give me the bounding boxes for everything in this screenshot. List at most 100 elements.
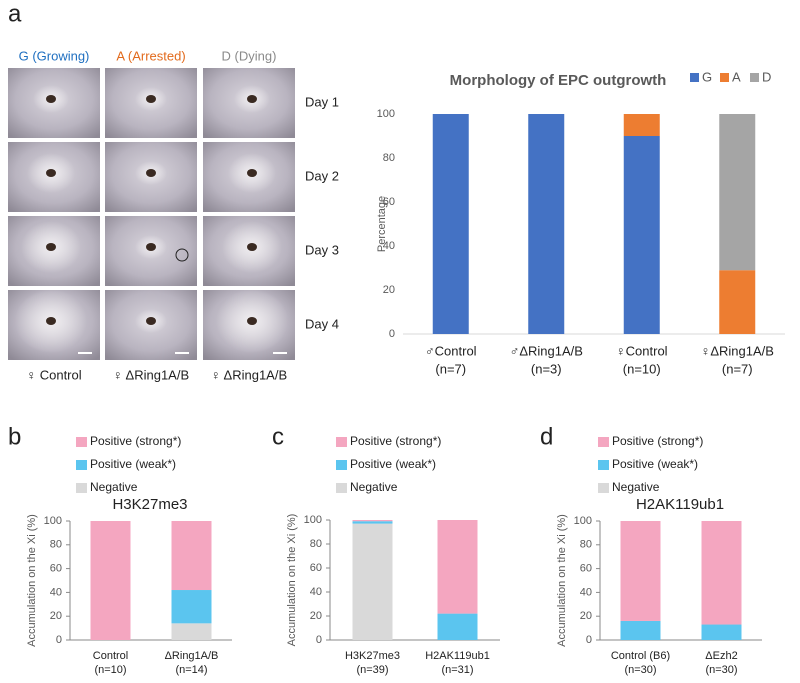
photo-embryo (146, 169, 156, 177)
chart-title: Morphology of EPC outgrowth (450, 72, 667, 89)
legend-swatch (336, 460, 347, 470)
photo-embryo (146, 317, 156, 325)
sample-size: (n=3) (531, 361, 562, 376)
row-label: Day 4 (305, 316, 339, 331)
chart-title: H3K27me3 (112, 496, 187, 513)
photo-embryo (46, 317, 56, 325)
sample-size: (n=39) (356, 664, 388, 676)
y-tick-label: 40 (310, 586, 322, 598)
y-tick-label: 40 (383, 240, 395, 252)
panel-label: d (540, 423, 553, 450)
y-tick-label: 20 (383, 284, 395, 296)
y-tick-label: 20 (310, 610, 322, 622)
photo-embryo (146, 95, 156, 103)
bar-segment (620, 620, 661, 640)
sample-size: (n=30) (624, 664, 656, 676)
sample-size: (n=7) (435, 361, 466, 376)
sample-size: (n=10) (94, 664, 126, 676)
x-tick-label: ♀Control (616, 343, 668, 358)
photo-embryo (247, 317, 257, 325)
x-tick-label: ♂Control (425, 343, 477, 358)
legend-swatch (690, 73, 699, 82)
x-tick-label: ΔEzh2 (705, 650, 737, 662)
sample-size: (n=10) (623, 361, 661, 376)
bar-segment (352, 520, 393, 522)
y-tick-label: 100 (377, 108, 395, 120)
y-tick-label: 60 (310, 562, 322, 574)
bar-segment (352, 521, 393, 524)
legend-label: Negative (90, 480, 138, 494)
x-tick-label: ΔRing1A/B (165, 650, 219, 662)
y-tick-label: 80 (310, 538, 322, 550)
bar-segment (620, 521, 661, 621)
legend-swatch (336, 437, 347, 447)
y-tick-label: 20 (50, 610, 62, 622)
y-tick-label: 0 (56, 634, 62, 646)
y-axis-label: Accumulation on the Xi (%) (286, 514, 298, 647)
column-label: D (Dying) (222, 48, 277, 63)
sample-size: (n=30) (705, 664, 737, 676)
y-tick-label: 60 (383, 196, 395, 208)
legend-swatch (720, 73, 729, 82)
legend-swatch (598, 437, 609, 447)
legend-swatch (336, 483, 347, 493)
bar-segment (432, 114, 469, 334)
chart: H3K27me3 Accumulation on the Xi (%) 0 20 40 6… (26, 434, 232, 676)
photo-embryo (146, 243, 156, 251)
row-label: Day 3 (305, 242, 339, 257)
y-tick-label: 100 (304, 514, 322, 526)
bar-segment (701, 521, 742, 625)
row-label: Day 1 (305, 94, 339, 109)
bar-segment (701, 624, 742, 640)
column-label: G (Growing) (19, 48, 90, 63)
legend-label: A (732, 69, 741, 84)
y-tick-label: 60 (50, 563, 62, 575)
bar-segment (171, 623, 212, 640)
y-tick-label: 0 (586, 634, 592, 646)
legend-label: Positive (weak*) (350, 457, 436, 471)
chart: Accumulation on the Xi (%) 0 20 40 60 80 100 H3… (286, 434, 500, 676)
legend-swatch (750, 73, 759, 82)
bar-segment (90, 521, 131, 640)
x-tick-label: Control (93, 650, 128, 662)
panel-label: a (8, 0, 22, 27)
panel-label: c (272, 423, 284, 450)
row-label: Day 2 (305, 168, 339, 183)
photo-marker (175, 248, 189, 262)
sample-size: (n=7) (722, 361, 753, 376)
chart: Morphology of EPC outgrowth Percentage 0 20… (376, 69, 785, 376)
y-tick-label: 80 (50, 539, 62, 551)
y-tick-label: 20 (580, 610, 592, 622)
y-tick-label: 80 (580, 539, 592, 551)
genotype-label: ♀ ΔRing1A/B (211, 367, 287, 382)
x-tick-label: H2AK119ub1 (425, 650, 490, 662)
sample-size: (n=31) (441, 664, 473, 676)
x-tick-label: ♂ΔRing1A/B (510, 343, 583, 358)
legend-swatch (598, 460, 609, 470)
bar-segment (171, 521, 212, 591)
legend-label: Negative (612, 480, 660, 494)
bar-segment (171, 590, 212, 624)
photo-embryo (46, 169, 56, 177)
legend-swatch (76, 483, 87, 493)
photo-embryo (46, 243, 56, 251)
panel-label: b (8, 423, 21, 450)
sample-size: (n=14) (175, 664, 207, 676)
x-tick-label: ♀ΔRing1A/B (701, 343, 774, 358)
legend-label: Positive (strong*) (90, 434, 181, 448)
x-tick-label: H3K27me3 (345, 650, 400, 662)
bar-segment (719, 270, 756, 334)
bar-segment (437, 520, 478, 614)
x-tick-label: Control (B6) (611, 650, 670, 662)
legend-label: Positive (weak*) (612, 457, 698, 471)
y-tick-label: 80 (383, 152, 395, 164)
legend-label: G (702, 69, 712, 84)
legend-label: Negative (350, 480, 398, 494)
legend-label: Positive (weak*) (90, 457, 176, 471)
photo-embryo (247, 95, 257, 103)
legend-label: D (762, 69, 771, 84)
photo-embryo (46, 95, 56, 103)
legend-swatch (76, 437, 87, 447)
y-tick-label: 40 (50, 586, 62, 598)
